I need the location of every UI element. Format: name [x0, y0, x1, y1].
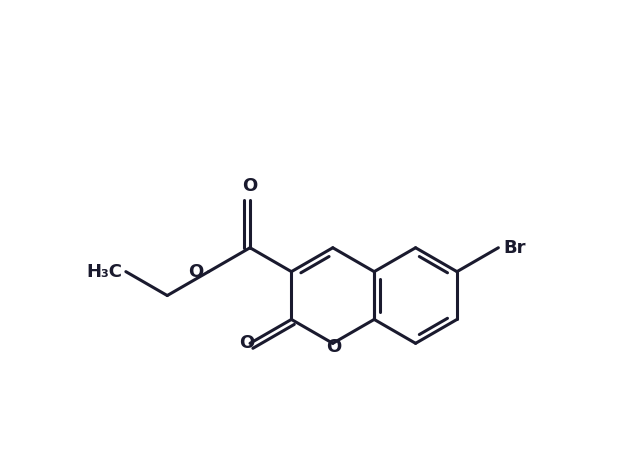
Text: O: O — [243, 177, 258, 195]
Text: O: O — [188, 263, 204, 281]
Text: O: O — [239, 334, 255, 352]
Text: H₃C: H₃C — [86, 263, 123, 281]
Text: Br: Br — [504, 239, 526, 257]
Text: O: O — [326, 337, 342, 355]
